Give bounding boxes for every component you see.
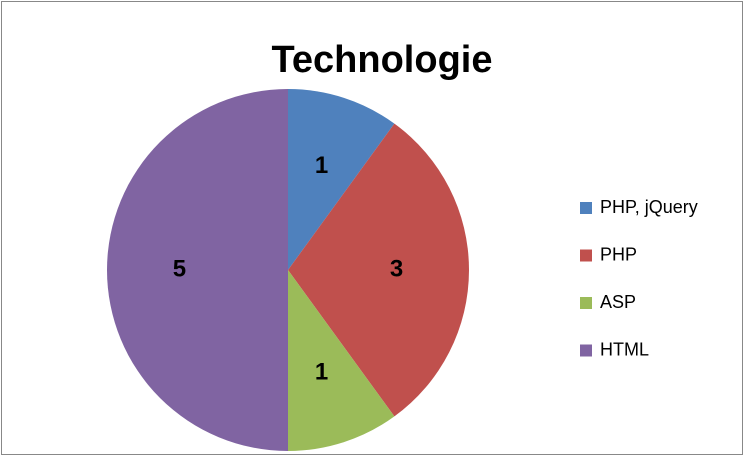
legend-swatch (580, 344, 592, 357)
legend-label: HTML (600, 339, 649, 359)
legend-label: PHP, jQuery (600, 197, 698, 217)
legend-label: ASP (600, 292, 636, 312)
data-label: 1 (315, 359, 328, 386)
data-label: 1 (315, 152, 328, 179)
pie-slice (288, 270, 395, 451)
data-label: 5 (173, 255, 186, 282)
pie-slice (288, 89, 395, 270)
legend-swatch (580, 202, 592, 214)
pie-slice (107, 89, 288, 451)
data-label: 3 (390, 255, 403, 282)
pie-slice (288, 123, 469, 417)
legend-label: PHP (600, 244, 637, 264)
chart-title: Technologie (272, 39, 493, 81)
legend-swatch (580, 297, 592, 309)
legend-swatch (580, 249, 592, 262)
